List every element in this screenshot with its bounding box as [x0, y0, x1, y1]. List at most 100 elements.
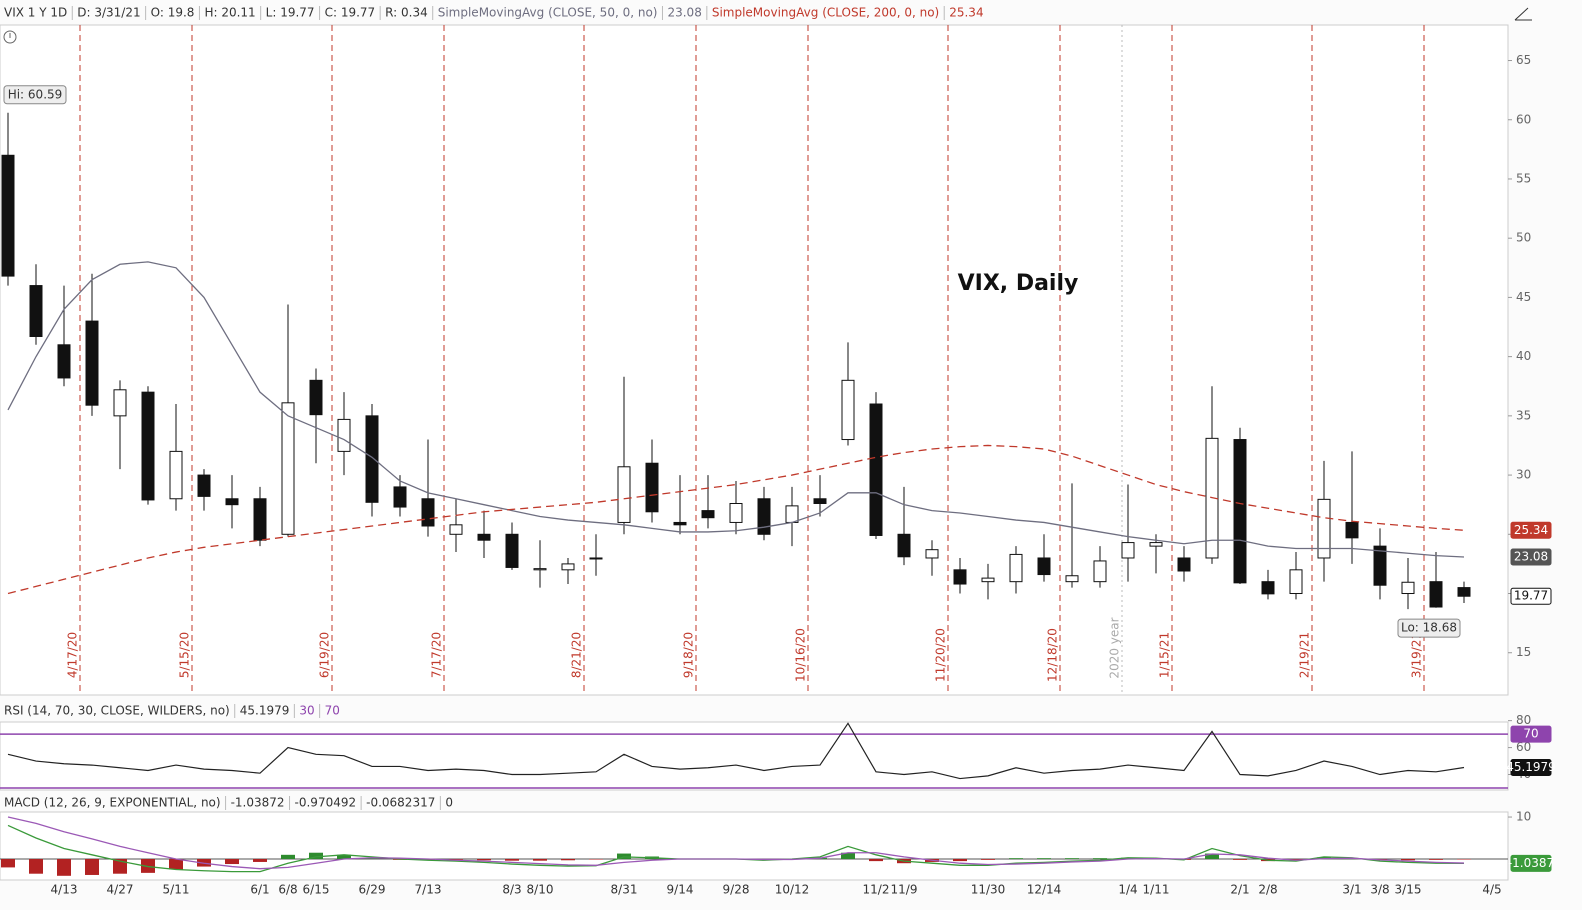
candle-body [1317, 498, 1331, 559]
candle-body [561, 563, 575, 571]
candle-body [505, 533, 519, 568]
histogram-bar [1457, 859, 1471, 860]
indicator-value: -0.0682317 [366, 796, 435, 810]
value-box [1510, 587, 1552, 605]
histogram-bar [869, 859, 883, 862]
candle-body [1, 154, 15, 277]
y-tick-label: 10 [1516, 810, 1531, 824]
y-tick-label: 50 [1516, 231, 1531, 245]
x-tick-label: 3/8 [1370, 883, 1389, 897]
header-item: C: 19.77 [325, 6, 376, 20]
candle-body [421, 498, 435, 527]
expiration-label: 5/15/20 [178, 632, 192, 678]
x-tick-label: 4/13 [51, 883, 78, 897]
candle-body [1093, 560, 1107, 583]
value-box [1510, 725, 1552, 743]
x-tick-label: 12/14 [1027, 883, 1062, 897]
x-tick-label: 6/8 [278, 883, 297, 897]
candle-body [141, 391, 155, 501]
histogram-bar [1009, 858, 1023, 860]
x-tick-label: 9/28 [723, 883, 750, 897]
candle-body [1429, 581, 1443, 608]
x-tick-label: 2/8 [1258, 883, 1277, 897]
header-item: L: 19.77 [266, 6, 315, 20]
y-tick-label: 60 [1516, 740, 1531, 754]
info-icon[interactable] [3, 30, 17, 44]
x-tick-label: 6/29 [359, 883, 386, 897]
candle-body [1009, 553, 1023, 583]
histogram-bar [505, 859, 519, 861]
x-tick-label: 11/9 [891, 883, 918, 897]
x-tick-label: 4/5 [1482, 883, 1501, 897]
expiration-label: 6/19/20 [318, 632, 332, 678]
rsi-pane [0, 721, 1509, 791]
value-label: 23.08 [1514, 550, 1548, 564]
value-box [1510, 521, 1552, 539]
indicator-value: 0 [445, 796, 453, 810]
candle-body [393, 486, 407, 508]
histogram-bar [309, 852, 323, 860]
histogram-bar [281, 854, 295, 860]
indicator-value: 45.1979 [240, 704, 290, 718]
year-label: 2020 year [1108, 617, 1122, 678]
expiration-label: 7/17/20 [430, 632, 444, 678]
header-item: H: 20.11 [204, 6, 255, 20]
candle-body [169, 450, 183, 500]
candle-body [1177, 557, 1191, 572]
candle-body [57, 344, 71, 379]
header-item: D: 3/31/21 [77, 6, 140, 20]
indicator-value: -1.03872 [231, 796, 285, 810]
candle-body [589, 557, 603, 560]
candle-body [1233, 439, 1247, 584]
y-tick-label: 45 [1516, 290, 1531, 304]
histogram-bar [589, 859, 603, 860]
histogram-bar [1429, 859, 1443, 860]
histogram-bar [1345, 858, 1359, 860]
value-box [1510, 854, 1552, 872]
histogram-bar [1401, 859, 1415, 861]
expiration-label: 1/15/21 [1158, 632, 1172, 678]
expiration-label: 11/20/20 [934, 628, 948, 682]
x-tick-label: 6/15 [303, 883, 330, 897]
y-tick-label: 60 [1516, 112, 1531, 126]
x-tick-label: 5/11 [163, 883, 190, 897]
candle-body [281, 402, 295, 535]
histogram-bar [1037, 858, 1051, 860]
histogram-bar [1289, 859, 1303, 860]
histogram-bar [365, 858, 379, 860]
candle-body [197, 474, 211, 497]
candle-body [1037, 557, 1051, 576]
candle-body [785, 505, 799, 523]
histogram-bar [337, 854, 351, 860]
candle-body [1373, 545, 1387, 586]
draw-tool-icon[interactable] [1514, 7, 1532, 21]
candle-body [841, 379, 855, 441]
candle-body [365, 415, 379, 503]
legend-entry: SimpleMovingAvg (CLOSE, 200, 0, no) [712, 6, 939, 20]
histogram-bar [981, 859, 995, 860]
value-label: 70 [1523, 727, 1538, 741]
histogram-bar [1233, 859, 1247, 860]
histogram-bar [561, 859, 575, 861]
histogram-bar [29, 859, 43, 874]
candle-body [729, 502, 743, 523]
candle-body [449, 524, 463, 535]
x-tick-label: 4/27 [107, 883, 134, 897]
annotation: Lo: 18.68 [1401, 621, 1457, 635]
candle-body [1401, 581, 1415, 595]
y-tick-label: 65 [1516, 53, 1531, 67]
candle-body [953, 569, 967, 585]
price-pane [0, 24, 1509, 696]
candle-body [309, 379, 323, 416]
indicator-title: RSI (14, 70, 30, CLOSE, WILDERS, no) [4, 704, 230, 718]
histogram-bar [85, 859, 99, 875]
histogram-bar [57, 859, 71, 876]
expiration-label: 12/18/20 [1046, 628, 1060, 682]
candle-body [1261, 581, 1275, 595]
histogram-bar [113, 859, 127, 874]
histogram-bar [1205, 853, 1219, 860]
candle-body [113, 389, 127, 417]
value-box [1510, 759, 1552, 777]
